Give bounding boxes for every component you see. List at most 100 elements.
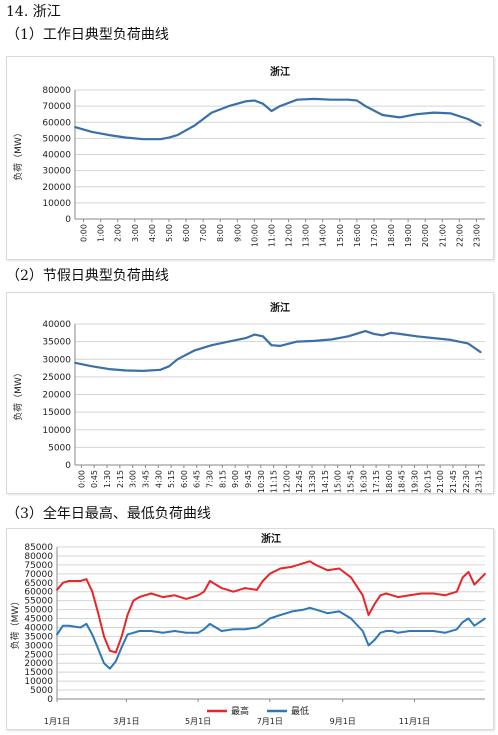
data-point — [379, 594, 382, 597]
data-point — [85, 578, 88, 581]
x-tick-label: 0:45 — [90, 470, 99, 488]
x-tick-label: 15:00 — [334, 470, 343, 493]
data-point — [173, 594, 176, 597]
data-point — [256, 589, 258, 591]
data-point — [168, 136, 170, 139]
data-point — [193, 349, 196, 352]
x-tick-label: 3:00 — [131, 224, 140, 242]
data-point — [381, 334, 384, 337]
x-tick-label: 5:00 — [165, 224, 174, 242]
data-point — [408, 630, 411, 632]
y-tick-label: 40000 — [42, 151, 71, 161]
x-tick-label: 9月1日 — [330, 717, 356, 726]
heading-weekday-curve: （1）工作日典型负荷曲线 — [6, 27, 169, 43]
data-point — [203, 628, 205, 631]
data-point — [161, 596, 164, 598]
data-point — [132, 631, 135, 634]
x-tick-label: 21:45 — [449, 470, 458, 493]
data-point — [279, 567, 282, 570]
series-line — [74, 330, 482, 372]
y-tick-label: 15000 — [24, 668, 53, 678]
x-tick-label: 1:30 — [103, 470, 112, 488]
data-point — [367, 644, 370, 647]
x-tick-label: 4:00 — [148, 224, 157, 242]
data-point — [415, 113, 418, 116]
x-tick-label: 11:00 — [267, 224, 276, 247]
data-point — [373, 333, 375, 335]
data-point — [91, 365, 93, 368]
chart-title: 浙江 — [270, 65, 290, 78]
data-point — [85, 623, 88, 625]
data-point — [91, 590, 94, 593]
data-point — [114, 651, 117, 654]
x-tick-label: 11:15 — [270, 470, 279, 493]
x-tick-label: 13:00 — [302, 224, 311, 247]
y-tick-label: 75000 — [24, 561, 53, 571]
data-point — [347, 335, 350, 338]
chart-title: 浙江 — [261, 532, 281, 545]
data-point — [381, 114, 384, 116]
data-point — [398, 116, 401, 119]
x-tick-label: 0:00 — [80, 224, 89, 242]
data-point — [338, 567, 341, 570]
data-point — [262, 102, 264, 105]
x-tick-label: 4:30 — [154, 470, 163, 488]
data-point — [432, 111, 435, 114]
data-point — [253, 99, 256, 102]
data-point — [308, 560, 311, 563]
data-point — [142, 138, 145, 141]
y-tick-label: 20000 — [24, 659, 53, 669]
data-point — [479, 124, 482, 127]
x-tick-label: 9:45 — [244, 470, 253, 488]
data-point — [420, 592, 423, 595]
data-point — [270, 110, 273, 112]
x-tick-label: 12:00 — [285, 224, 294, 247]
data-point — [253, 333, 256, 336]
data-point — [168, 365, 170, 368]
data-point — [385, 630, 388, 632]
y-axis-label: 负荷（MW） — [12, 128, 24, 181]
x-tick-label: 14:00 — [319, 224, 328, 247]
data-point — [467, 617, 470, 620]
series-line-最高 — [56, 560, 486, 654]
x-tick-label: 14:15 — [321, 470, 330, 493]
data-point — [268, 572, 271, 575]
data-point — [67, 580, 70, 582]
data-point — [461, 621, 464, 623]
data-point — [159, 368, 162, 371]
y-tick-label: 10000 — [42, 426, 71, 436]
y-tick-label: 0 — [65, 215, 71, 225]
data-point — [279, 614, 282, 616]
data-point — [114, 660, 117, 663]
data-point — [97, 612, 100, 615]
y-tick-label: 30000 — [42, 167, 71, 177]
x-tick-label: 12:45 — [295, 470, 304, 493]
data-point — [385, 592, 388, 595]
x-tick-label: 19:30 — [411, 470, 420, 493]
data-point — [415, 335, 418, 338]
data-point — [314, 608, 317, 611]
x-tick-label: 1月1日 — [44, 717, 70, 726]
heading-annual-curve: （3）全年日最高、最低负荷曲线 — [6, 506, 211, 522]
data-point — [67, 624, 70, 627]
data-point — [326, 612, 329, 615]
data-point — [390, 331, 392, 334]
data-point — [350, 617, 352, 620]
data-point — [303, 608, 305, 611]
x-tick-label: 17:15 — [372, 470, 381, 493]
y-tick-label: 5000 — [48, 443, 71, 453]
data-point — [444, 631, 446, 634]
data-point — [132, 599, 135, 602]
x-tick-label: 21:00 — [438, 224, 447, 247]
data-point — [444, 594, 446, 597]
data-point — [56, 589, 58, 591]
data-point — [91, 633, 94, 636]
data-point — [120, 646, 123, 648]
data-point — [125, 369, 128, 372]
data-point — [479, 351, 482, 354]
x-tick-label: 8:00 — [216, 224, 225, 242]
data-point — [308, 606, 311, 609]
x-tick-label: 18:00 — [385, 470, 394, 493]
data-point — [347, 98, 350, 101]
data-point — [193, 124, 196, 127]
